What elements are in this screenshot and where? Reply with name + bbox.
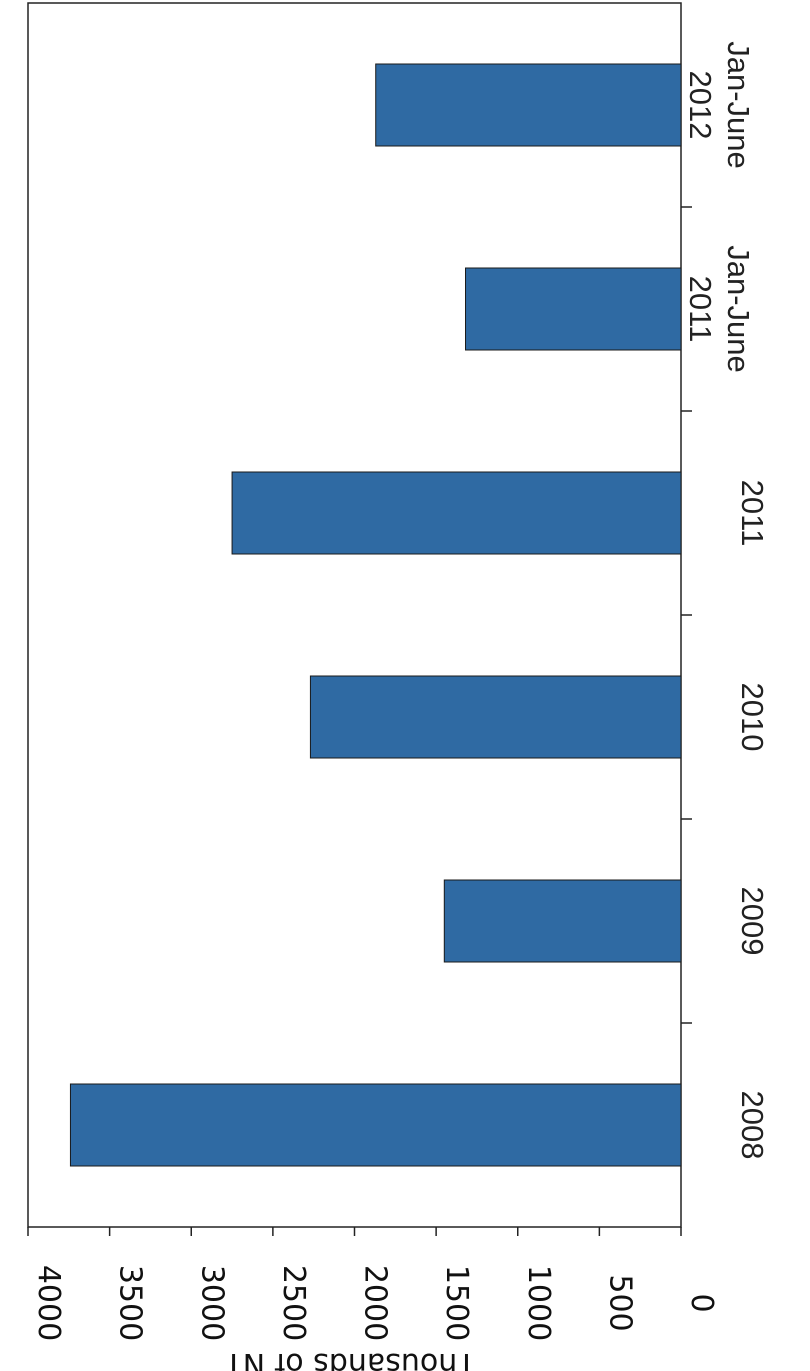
x-axis-ticks	[681, 206, 692, 1024]
bar	[375, 63, 682, 147]
category-label: 2011	[735, 480, 770, 547]
y-tick-label: 4000	[31, 1265, 66, 1341]
y-tick-label: 2500	[276, 1265, 311, 1341]
y-tick-label: 3000	[194, 1265, 229, 1341]
y-tick-label: 0	[684, 1293, 719, 1312]
category-label: 2008	[735, 1091, 770, 1160]
y-tick-label: 3500	[113, 1265, 148, 1341]
bar	[309, 675, 682, 759]
bar	[465, 267, 682, 351]
category-label: 2009	[735, 887, 770, 956]
bar	[231, 471, 682, 555]
category-label: Jan-June2012	[683, 41, 756, 169]
y-tick-label: 2000	[358, 1265, 393, 1341]
y-tick-label: 1500	[439, 1265, 474, 1341]
category-label: Jan-June2011	[683, 245, 756, 373]
y-tick-label: 1000	[521, 1265, 556, 1341]
y-axis-ticks: 0 500 1000 1500 2000 2500 3000 3500 4000	[27, 1227, 719, 1341]
plot-frame	[27, 2, 682, 1228]
bar-series	[69, 63, 682, 1167]
bar	[69, 1083, 682, 1167]
y-axis-label: Thousands of NT	[224, 1346, 477, 1371]
category-labels: 2008 2009 2010 2011 Jan-June2011 Jan-June2012	[683, 41, 770, 1159]
y-tick-label: 500	[602, 1274, 637, 1331]
category-label: 2010	[735, 683, 770, 752]
bar	[443, 879, 682, 963]
